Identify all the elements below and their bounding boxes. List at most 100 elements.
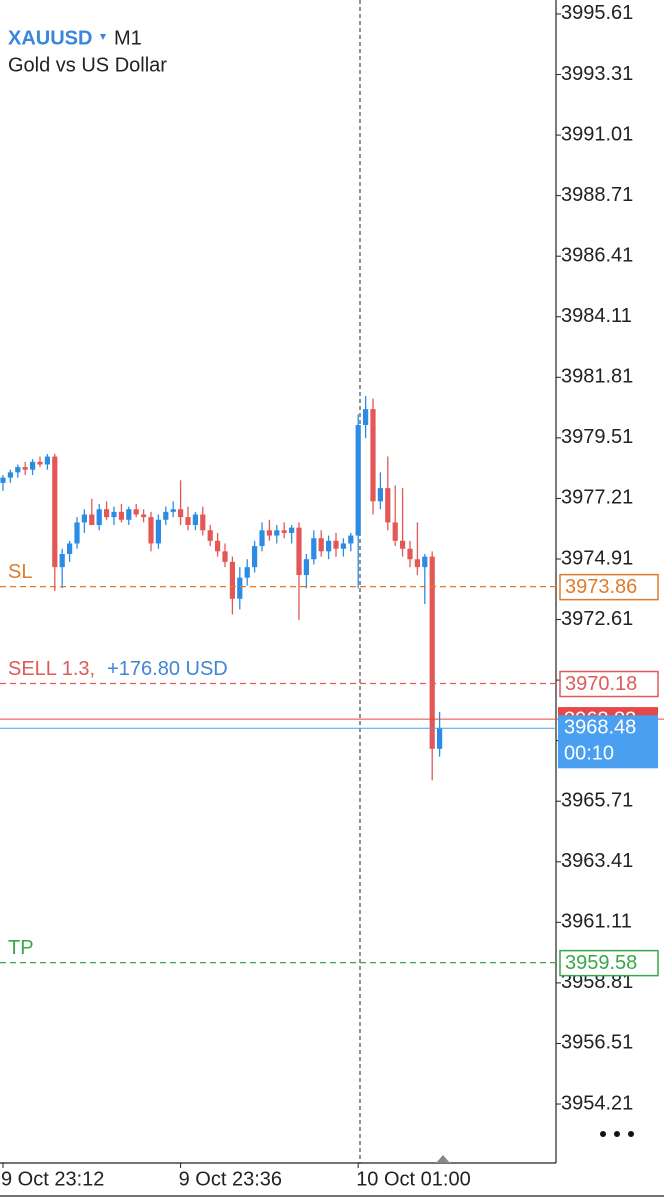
dot bbox=[628, 1131, 634, 1137]
candle-body bbox=[377, 488, 383, 502]
dot bbox=[600, 1131, 606, 1137]
candle-body bbox=[148, 517, 154, 544]
candle-body bbox=[96, 509, 102, 526]
bid-price: 3968.48 bbox=[564, 717, 636, 739]
candle-body bbox=[281, 530, 287, 533]
candle-body bbox=[118, 511, 124, 520]
candle-body bbox=[222, 551, 228, 562]
x-tick-label: 10 Oct 01:00 bbox=[356, 1168, 471, 1190]
candle-body bbox=[348, 535, 354, 544]
candle-body bbox=[192, 514, 198, 526]
y-tick-label: 3979.51 bbox=[561, 426, 633, 448]
candle-body bbox=[326, 540, 332, 552]
y-tick-label: 3995.61 bbox=[561, 2, 633, 24]
y-tick-label: 3954.21 bbox=[561, 1092, 633, 1114]
scroll-marker bbox=[436, 1155, 450, 1163]
candle-body bbox=[244, 567, 250, 578]
candle-body bbox=[141, 514, 147, 518]
candle-body bbox=[400, 540, 406, 549]
candle-body bbox=[237, 577, 243, 599]
candle-body bbox=[30, 461, 36, 470]
candle-body bbox=[266, 530, 272, 536]
candle-body bbox=[370, 409, 376, 502]
candle-body bbox=[311, 538, 317, 560]
candle-body bbox=[340, 543, 346, 549]
level-profit: +176.80 USD bbox=[107, 658, 228, 680]
candle-body bbox=[37, 461, 43, 465]
bid-price-box bbox=[558, 715, 658, 769]
candle-body bbox=[15, 467, 21, 473]
y-tick-label: 3984.11 bbox=[561, 305, 632, 327]
dot bbox=[614, 1131, 620, 1137]
candle-body bbox=[185, 517, 191, 526]
candle-body bbox=[215, 540, 221, 552]
candle-body bbox=[52, 456, 58, 568]
candle-body bbox=[289, 527, 295, 533]
candle-body bbox=[296, 527, 302, 576]
candle-body bbox=[178, 509, 184, 518]
y-tick-label: 3991.01 bbox=[561, 123, 633, 145]
y-tick-label: 3993.31 bbox=[561, 63, 633, 85]
candle-body bbox=[429, 556, 435, 749]
level-label: SL bbox=[8, 561, 32, 583]
level-price-box bbox=[559, 573, 659, 601]
y-tick-label: 3961.11 bbox=[561, 911, 632, 933]
candle-body bbox=[259, 530, 265, 547]
symbol-menu[interactable] bbox=[100, 34, 106, 40]
candle-body bbox=[126, 509, 132, 520]
y-tick-label: 3974.91 bbox=[561, 547, 633, 569]
y-tick-label: 3981.81 bbox=[561, 366, 633, 388]
bid-time: 00:10 bbox=[564, 743, 614, 765]
candle-body bbox=[155, 519, 161, 544]
candle-body bbox=[133, 509, 139, 515]
candle-body bbox=[104, 509, 110, 518]
level-price-box bbox=[559, 949, 659, 977]
candle-body bbox=[7, 472, 13, 478]
candle-body bbox=[74, 522, 80, 544]
level-price-box bbox=[559, 670, 659, 698]
candle-body bbox=[229, 561, 235, 599]
y-tick-label: 3963.41 bbox=[561, 850, 633, 872]
candle-body bbox=[111, 511, 117, 518]
candle-body bbox=[274, 530, 280, 536]
candle-body bbox=[59, 553, 65, 568]
y-tick-label: 3965.71 bbox=[561, 790, 633, 812]
y-tick-label: 3977.21 bbox=[561, 487, 633, 509]
candle-body bbox=[407, 548, 413, 560]
candle-body bbox=[200, 514, 206, 531]
candle-body bbox=[414, 559, 420, 568]
candle-body bbox=[392, 522, 398, 541]
candle-body bbox=[207, 530, 213, 541]
candle-body bbox=[44, 456, 50, 465]
x-tick-label: 9 Oct 23:36 bbox=[179, 1168, 282, 1190]
candle-body bbox=[385, 488, 391, 523]
candle-body bbox=[437, 728, 443, 749]
y-tick-label: 3958.81 bbox=[561, 971, 633, 993]
candle-body bbox=[318, 538, 324, 552]
candle-body bbox=[163, 511, 169, 520]
y-tick-label: 3956.51 bbox=[561, 1032, 633, 1054]
candle-body bbox=[252, 546, 258, 568]
symbol: XAUUSD bbox=[8, 27, 92, 49]
level-label: SELL 1.3, bbox=[8, 658, 95, 680]
level-label: TP bbox=[8, 937, 34, 959]
candle-body bbox=[67, 543, 73, 554]
y-tick-label: 3986.41 bbox=[561, 244, 633, 266]
candle-body bbox=[81, 514, 87, 523]
level-price: 3973.86 bbox=[565, 576, 637, 598]
candle-body bbox=[303, 559, 309, 576]
y-tick-label: 3972.61 bbox=[561, 608, 633, 630]
timeframe: M1 bbox=[114, 27, 142, 49]
candle-body bbox=[355, 424, 361, 536]
description: Gold vs US Dollar bbox=[8, 54, 167, 76]
candle-body bbox=[0, 477, 6, 483]
x-tick-label: 9 Oct 23:12 bbox=[1, 1168, 104, 1190]
level-price: 3970.18 bbox=[565, 673, 637, 695]
candle-body bbox=[422, 556, 428, 568]
candle-body bbox=[170, 509, 176, 512]
level-price: 3959.58 bbox=[565, 952, 637, 974]
candle-body bbox=[89, 514, 95, 526]
more-menu[interactable] bbox=[600, 1131, 634, 1137]
